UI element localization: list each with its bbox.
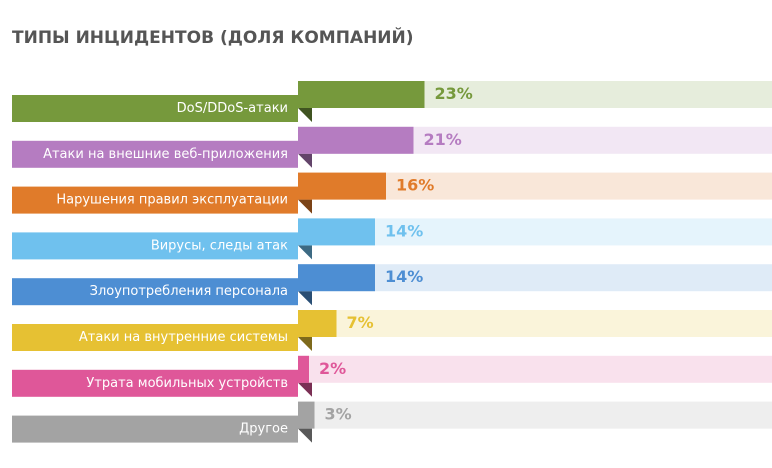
ribbon-fold-shade	[298, 337, 312, 351]
label-ribbon	[12, 186, 298, 214]
category-label: Другое	[239, 422, 288, 437]
value-label: 21%	[424, 130, 462, 149]
category-label: Нарушения правил эксплуатации	[56, 193, 288, 208]
label-ribbon	[12, 324, 298, 351]
label-ribbon	[12, 95, 298, 122]
bar	[298, 126, 414, 154]
category-label: Атаки на внутренние системы	[79, 330, 288, 345]
ribbon-fold	[298, 337, 312, 351]
value-label: 16%	[396, 176, 434, 195]
ribbon-fold	[298, 108, 312, 122]
bar	[298, 81, 425, 108]
value-label: 3%	[325, 405, 352, 424]
label-ribbon	[12, 415, 298, 443]
label-ribbon	[12, 278, 298, 306]
category-label: Атаки на внешние веб-приложения	[43, 147, 288, 162]
bar	[298, 172, 386, 200]
ribbon-fold-shade	[298, 291, 312, 306]
category-label: Утрата мобильных устройств	[86, 376, 288, 391]
ribbon-fold	[298, 153, 312, 168]
ribbon-fold	[298, 382, 312, 397]
ribbon-fold-shade	[298, 382, 312, 397]
bar	[298, 218, 375, 246]
label-ribbon	[12, 369, 298, 397]
bar	[298, 310, 337, 337]
value-label: 7%	[347, 313, 374, 332]
bar	[298, 401, 315, 429]
ribbon-fold-shade	[298, 108, 312, 122]
ribbon-fold	[298, 291, 312, 306]
label-ribbon	[12, 232, 298, 260]
track	[298, 310, 772, 337]
track	[298, 218, 772, 246]
value-label: 14%	[385, 267, 423, 286]
track	[298, 264, 772, 292]
chart-title: ТИПЫ ИНЦИДЕНТОВ (ДОЛЯ КОМПАНИЙ)	[12, 26, 414, 48]
category-label: Вирусы, следы атак	[151, 238, 288, 253]
ribbon-fold	[298, 428, 312, 443]
value-label: 14%	[385, 221, 423, 240]
ribbon-fold	[298, 199, 312, 214]
bar	[298, 264, 375, 292]
value-label: 2%	[319, 359, 346, 378]
category-label: DoS/DDoS-атаки	[177, 101, 288, 116]
track	[298, 401, 772, 429]
label-ribbon	[12, 140, 298, 168]
ribbon-fold-shade	[298, 428, 312, 443]
ribbon-fold-shade	[298, 245, 312, 260]
track	[298, 355, 772, 383]
ribbon-fold-shade	[298, 153, 312, 168]
ribbon-fold	[298, 245, 312, 260]
value-label: 23%	[435, 84, 473, 103]
category-label: Злоупотребления персонала	[90, 284, 288, 299]
ribbon-fold-shade	[298, 199, 312, 214]
bar	[298, 355, 309, 383]
